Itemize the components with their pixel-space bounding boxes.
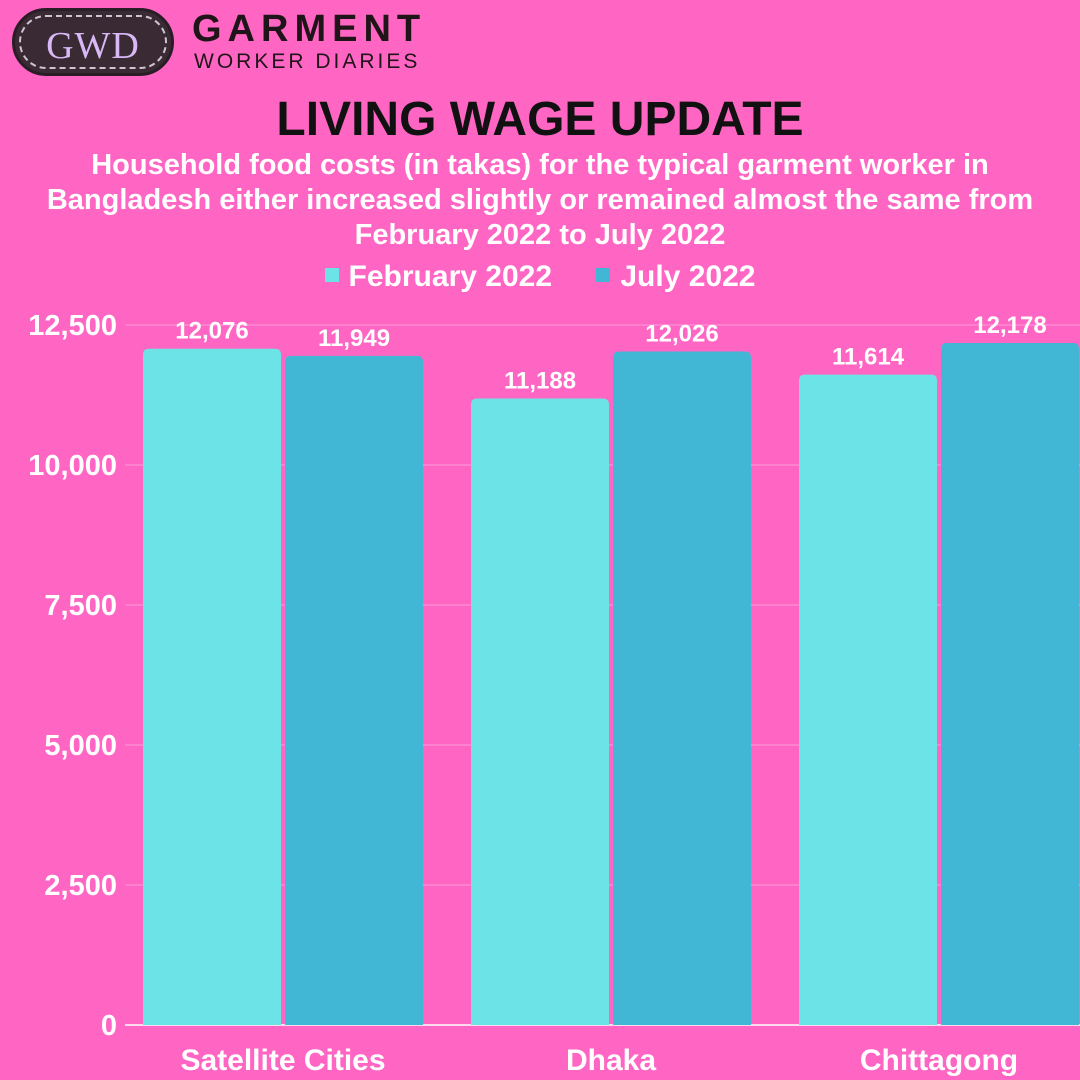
chart-title: LIVING WAGE UPDATE [276, 93, 804, 146]
x-category-label: Chittagong [860, 1044, 1018, 1077]
data-label: 11,188 [504, 367, 576, 394]
chart-legend: February 2022 July 2022 [0, 260, 1080, 294]
bar [285, 355, 423, 1026]
legend-swatch-february [324, 268, 339, 283]
legend-item-july: July 2022 [596, 260, 755, 294]
y-tick-label: 2,500 [44, 870, 117, 902]
bar [143, 348, 281, 1025]
chart-subtitle: Household food costs (in takas) for the … [46, 149, 1034, 251]
logo-text: GWD [46, 25, 140, 67]
legend-label-february: February 2022 [348, 260, 552, 293]
brand-name-line1: GARMENT [192, 8, 427, 50]
brand-name-line2: WORKER DIARIES [194, 50, 421, 73]
bar [941, 343, 1079, 1026]
bar [471, 398, 609, 1025]
bar [799, 374, 937, 1026]
data-label: 11,614 [832, 344, 905, 371]
y-tick-label: 12,500 [28, 310, 117, 342]
y-tick-label: 5,000 [44, 730, 117, 762]
data-label: 12,026 [645, 321, 718, 348]
data-label: 11,949 [318, 325, 390, 352]
logo-badge: GWD [12, 8, 174, 76]
x-category-label: Dhaka [566, 1044, 656, 1077]
x-category-label: Satellite Cities [180, 1044, 385, 1077]
data-label: 12,178 [973, 312, 1046, 339]
legend-label-july: July 2022 [620, 260, 756, 293]
legend-item-february: February 2022 [324, 260, 552, 294]
legend-swatch-july [596, 268, 611, 283]
y-tick-label: 10,000 [28, 450, 117, 482]
data-label: 12,076 [175, 318, 248, 345]
y-tick-label: 7,500 [44, 590, 117, 622]
bar [613, 351, 751, 1025]
y-tick-label: 0 [101, 1010, 117, 1042]
